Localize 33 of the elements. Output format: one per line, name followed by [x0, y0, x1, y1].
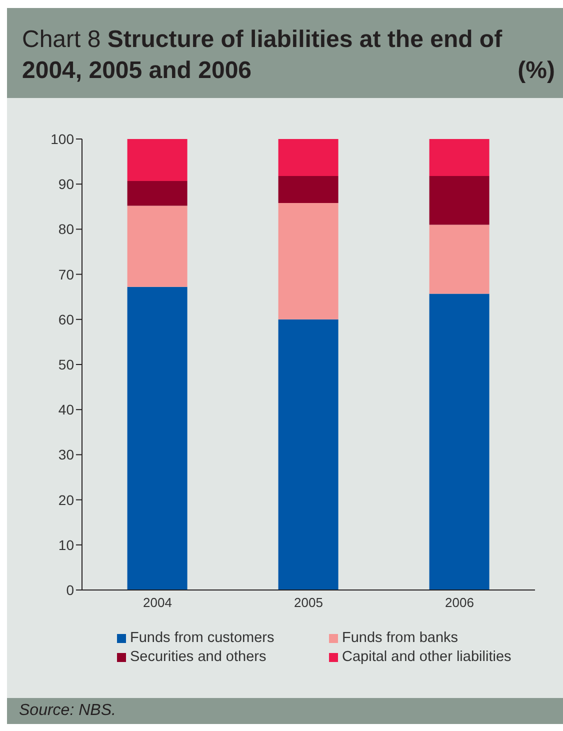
bar [278, 203, 338, 320]
y-axis-title: (%) [518, 56, 555, 86]
bar [429, 176, 490, 225]
bar [278, 176, 338, 204]
bar [278, 139, 338, 176]
y-tick-label: 30 [58, 446, 74, 463]
bar [127, 286, 188, 590]
bar [127, 180, 188, 206]
chart-title: Chart 8 Structure of liabilities at the end of 2004, 2005 and 2006 [22, 26, 502, 84]
bar [429, 224, 490, 294]
y-tick-label: 10 [58, 536, 74, 553]
bar [127, 139, 188, 181]
y-tick-label: 100 [50, 130, 74, 147]
bar [429, 139, 490, 176]
y-tick-label: 80 [58, 221, 74, 238]
x-tick-label: 2004 [143, 595, 172, 610]
x-tick-label: 2005 [294, 595, 323, 610]
y-tick-label: 0 [66, 582, 74, 598]
legend-label: Funds from banks [342, 630, 458, 646]
bar [278, 319, 338, 590]
y-tick-label: 90 [58, 176, 74, 192]
y-tick-label: 20 [58, 492, 74, 508]
bar [127, 206, 188, 287]
legend-label: Funds from customers [130, 630, 274, 646]
bar [429, 294, 490, 590]
source-note: Source: NBS. [19, 702, 116, 719]
legend-label: Capital and other liabilities [342, 649, 512, 665]
y-tick-label: 60 [58, 311, 74, 328]
legend-label: Securities and others [130, 649, 266, 665]
x-tick-label: 2006 [445, 595, 474, 610]
y-tick-label: 70 [58, 266, 74, 282]
y-tick-label: 40 [58, 402, 74, 418]
y-tick-label: 50 [58, 356, 74, 372]
